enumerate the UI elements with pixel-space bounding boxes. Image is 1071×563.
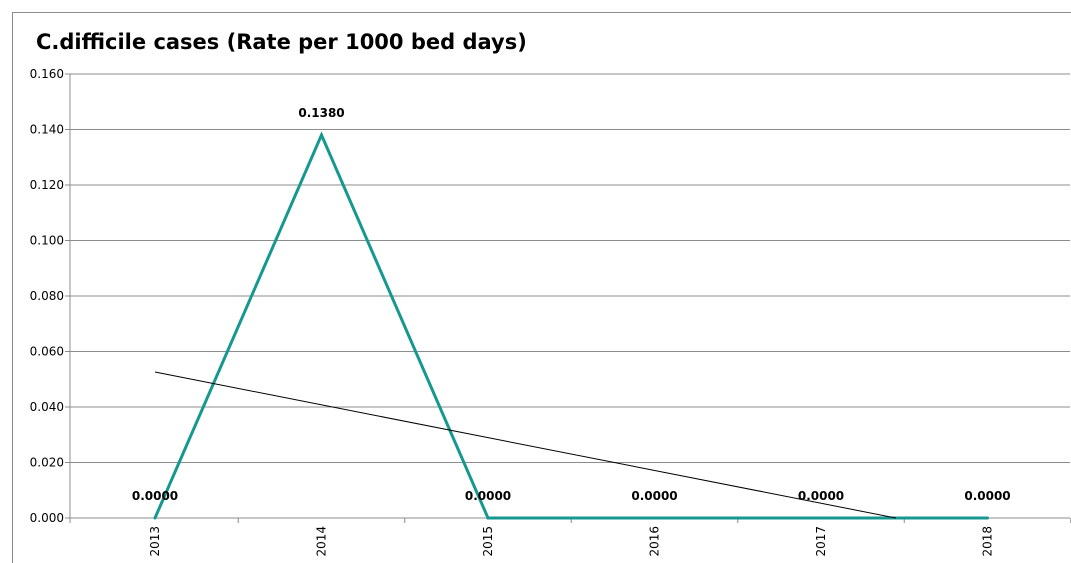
series-line <box>153 131 988 520</box>
trendline <box>154 371 897 519</box>
data-point <box>320 133 323 137</box>
x-tick-label: 2017 <box>814 526 828 557</box>
y-axis-tick-labels: 0.000 0.020 0.040 0.060 0.080 0.100 0.120 0.140… <box>30 67 64 525</box>
y-tick-label: 0.040 <box>30 400 64 414</box>
y-tick-label: 0.080 <box>30 289 64 303</box>
data-label: 0.0000 <box>465 489 511 503</box>
data-label: 0.0000 <box>631 489 677 503</box>
x-axis-tick-labels: 2013 2014 2015 2016 2017 2018 <box>148 526 995 557</box>
y-tick-label: 0.140 <box>30 123 64 137</box>
chart-frame <box>12 12 1071 563</box>
data-point <box>153 516 157 520</box>
y-tick-label: 0.060 <box>30 345 64 359</box>
x-tick-label: 2018 <box>981 526 995 557</box>
x-tick-label: 2013 <box>148 526 162 557</box>
data-label: 0.1380 <box>298 106 344 120</box>
data-labels: 0.0000 0.1380 0.0000 0.0000 0.0000 0.0000 <box>132 106 1011 503</box>
axes <box>65 73 1071 523</box>
y-tick-label: 0.120 <box>30 178 64 192</box>
gridlines <box>70 73 1070 463</box>
data-point <box>486 516 490 520</box>
trendline-layer <box>154 371 897 519</box>
x-tick-label: 2014 <box>315 526 329 557</box>
x-tick-label: 2016 <box>648 526 662 557</box>
data-label: 0.0000 <box>964 489 1010 503</box>
y-tick-label: 0.100 <box>30 234 64 248</box>
data-label: 0.0000 <box>132 489 178 503</box>
data-point <box>986 516 989 520</box>
series-layer <box>153 131 989 520</box>
y-tick-label: 0.160 <box>30 67 64 81</box>
data-label: 0.0000 <box>798 489 844 503</box>
data-point <box>819 516 823 520</box>
x-tick-label: 2015 <box>481 526 495 557</box>
y-tick-label: 0.000 <box>30 511 64 525</box>
y-tick-label: 0.020 <box>30 456 64 470</box>
data-point <box>653 516 656 520</box>
chart-title: C.difficile cases (Rate per 1000 bed day… <box>36 30 527 54</box>
